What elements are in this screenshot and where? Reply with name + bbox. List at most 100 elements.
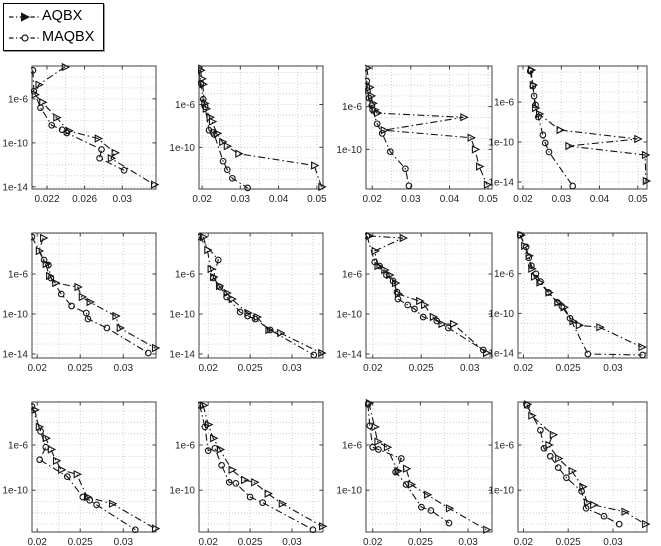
axes-background — [366, 233, 492, 358]
tick-marks — [518, 402, 647, 532]
tick-labels: 0.02 0.025 0.03 1e-6 1e-10 1e-14 — [488, 269, 623, 374]
tick-labels: 0.02 0.025 0.03 1e-6 1e-10 1e-14 — [336, 270, 479, 375]
subplot-r2c4: 0.02 0.025 0.03 1e-6 1e-10 1e-14 — [488, 230, 648, 374]
x-tick-label: 0.03 — [603, 537, 623, 546]
subplot-r3c2: 0.02 0.025 0.03 1e-6 1e-10 — [169, 401, 328, 546]
y-tick-label: 1e-10 — [488, 138, 514, 149]
tick-marks — [199, 233, 323, 358]
axes-box — [198, 232, 324, 359]
x-tick-label: 0.03 — [458, 537, 478, 546]
tick-labels: 0.02 0.025 0.03 1e-6 1e-10 — [169, 441, 302, 546]
x-tick-label: 0.03 — [460, 363, 480, 374]
series-maqbx — [31, 67, 128, 174]
subplot-r2c1: 0.02 0.025 0.03 1e-6 1e-10 1e-14 — [2, 232, 161, 375]
subplot-r1c3: 0.02 0.03 0.04 0.05 1e-6 1e-10 — [336, 64, 498, 205]
series-markers-maqbx — [365, 400, 453, 527]
series-markers-maqbx — [523, 402, 623, 528]
subplot-r2c3: 0.02 0.025 0.03 1e-6 1e-10 1e-14 — [336, 231, 493, 375]
x-tick-label: 0.04 — [269, 194, 289, 205]
tick-labels: 0.02 0.03 0.04 0.05 1e-6 1e-10 1e-14 — [488, 98, 648, 206]
x-tick-label: 0.03 — [231, 194, 251, 205]
y-tick-label: 1e-10 — [169, 143, 195, 154]
grid-lines — [518, 233, 647, 358]
x-tick-label: 0.025 — [238, 363, 263, 374]
x-tick-label: 0.03 — [552, 194, 572, 205]
y-tick-label: 1e-6 — [175, 441, 195, 452]
series-line-maqbx — [198, 236, 315, 356]
x-tick-label: 0.03 — [112, 194, 132, 205]
series-line-maqbx — [526, 405, 620, 525]
x-tick-label: 0.026 — [72, 194, 97, 205]
axes-background — [32, 233, 156, 358]
y-tick-label: 1e-6 — [494, 441, 514, 452]
x-tick-label: 0.05 — [628, 194, 648, 205]
x-tick-label: 0.03 — [401, 194, 421, 205]
axes-background — [32, 402, 156, 532]
axes-box — [365, 401, 493, 533]
series-markers-maqbx — [365, 232, 487, 354]
y-tick-label: 1e-6 — [175, 270, 195, 281]
series-line-aqbx — [34, 409, 156, 530]
legend-line-sample-aqbx — [9, 11, 41, 22]
subplot-r3c4: 0.02 0.025 0.03 1e-6 1e-10 — [488, 400, 651, 546]
axes-box — [198, 65, 324, 190]
axes-box — [198, 401, 324, 533]
series-maqbx — [198, 233, 318, 359]
grid-lines — [366, 233, 492, 358]
y-tick-label: 1e-6 — [8, 94, 28, 105]
axes-background — [518, 233, 647, 358]
series-aqbx — [35, 233, 161, 353]
series-line-maqbx — [367, 404, 450, 524]
grid-lines — [199, 66, 323, 189]
x-tick-label: 0.03 — [114, 363, 134, 374]
series-line-maqbx — [519, 234, 643, 356]
x-tick-label: 0.022 — [34, 194, 59, 205]
y-tick-label: 1e-10 — [169, 486, 195, 497]
subplot-r2c2: 0.02 0.025 0.03 1e-6 1e-10 1e-14 — [169, 232, 327, 374]
x-tick-label: 0.02 — [363, 537, 383, 546]
y-tick-label: 1e-6 — [494, 269, 514, 280]
x-tick-label: 0.05 — [478, 194, 498, 205]
legend-label-aqbx: AQBX — [42, 8, 83, 25]
tick-labels: 0.02 0.025 0.03 1e-6 1e-10 1e-14 — [2, 270, 133, 375]
y-tick-label: 1e-10 — [488, 486, 514, 497]
x-tick-label: 0.025 — [556, 537, 581, 546]
tick-marks — [518, 66, 647, 189]
series-line-maqbx — [529, 70, 574, 187]
axes-background — [366, 66, 492, 189]
subplot-r1c1: 0.022 0.026 0.03 1e-6 1e-10 1e-14 — [2, 62, 160, 205]
y-tick-label: 1e-14 — [336, 350, 362, 361]
x-tick-label: 0.025 — [238, 537, 263, 546]
subplot-r3c1: 0.02 0.025 0.03 1e-6 1e-10 — [2, 401, 161, 546]
legend-item-maqbx: MAQBX — [8, 27, 94, 48]
tick-marks — [366, 233, 492, 358]
y-tick-label: 1e-10 — [2, 310, 28, 321]
axes-box — [31, 232, 157, 359]
tick-marks — [199, 402, 323, 532]
tick-labels: 0.02 0.03 0.04 0.05 1e-6 1e-10 — [169, 100, 327, 205]
x-tick-label: 0.02 — [192, 194, 212, 205]
x-tick-label: 0.03 — [114, 537, 134, 546]
x-tick-label: 0.02 — [198, 537, 218, 546]
tick-marks — [366, 402, 492, 532]
x-tick-label: 0.02 — [513, 194, 533, 205]
series-line-aqbx — [368, 402, 487, 531]
series-markers-aqbx — [365, 231, 492, 358]
series-markers-maqbx — [517, 231, 646, 359]
triangle-right-icon — [21, 11, 31, 22]
x-tick-label: 0.025 — [68, 363, 93, 374]
axes-box — [517, 65, 648, 190]
x-tick-label: 0.025 — [68, 537, 93, 546]
legend-item-aqbx: AQBX — [8, 6, 94, 27]
series-aqbx — [365, 231, 492, 358]
series-line-aqbx — [366, 68, 488, 185]
series-markers-maqbx — [198, 64, 251, 192]
x-tick-label: 0.02 — [27, 363, 47, 374]
y-tick-label: 1e-10 — [336, 486, 362, 497]
y-tick-label: 1e-6 — [494, 98, 514, 109]
tick-labels: 0.022 0.026 0.03 1e-6 1e-10 1e-14 — [2, 94, 132, 205]
tick-marks — [518, 233, 647, 358]
